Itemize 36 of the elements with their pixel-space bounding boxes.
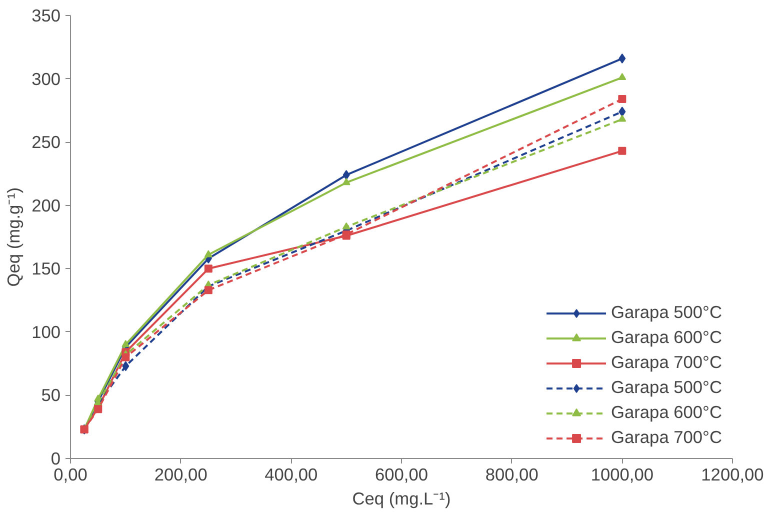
x-axis-title: Ceq (mg.L⁻¹) [352, 488, 451, 508]
y-tick-label: 50 [41, 385, 61, 406]
legend-label: Garapa 500°C [611, 302, 722, 323]
legend-label: Garapa 500°C [611, 377, 722, 398]
point [618, 54, 626, 64]
x-tick-label: 200,00 [154, 464, 208, 484]
point [122, 361, 130, 372]
point [618, 106, 626, 117]
y-axis-title: Qeq (mg.g⁻¹) [4, 187, 24, 287]
x-tick-label: 600,00 [375, 464, 428, 484]
y-tick-label: 250 [32, 132, 61, 152]
point [204, 286, 212, 294]
point [618, 72, 626, 80]
y-tick-label: 300 [32, 68, 61, 89]
y-tick-label: 100 [32, 322, 61, 342]
point [122, 353, 130, 362]
x-tick-label: 800,00 [485, 464, 538, 484]
point [204, 264, 212, 273]
x-tick-label: 1000,00 [590, 464, 654, 484]
x-tick-label: 400,00 [264, 464, 318, 484]
point [342, 170, 350, 180]
y-tick-label: 350 [32, 6, 61, 26]
point [618, 146, 626, 155]
point [618, 95, 626, 104]
y-tick-label: 200 [32, 195, 61, 216]
point [342, 222, 350, 230]
legend-label: Garapa 600°C [611, 402, 722, 423]
x-tick-label: 1200,00 [701, 464, 764, 484]
point [342, 178, 350, 186]
y-tick-label: 150 [32, 258, 61, 279]
legend-label: Garapa 600°C [611, 327, 722, 348]
point [122, 340, 130, 348]
legend-label: Garapa 700°C [611, 427, 722, 448]
point [618, 114, 626, 122]
point [204, 250, 212, 258]
legend-label: Garapa 700°C [611, 352, 722, 373]
